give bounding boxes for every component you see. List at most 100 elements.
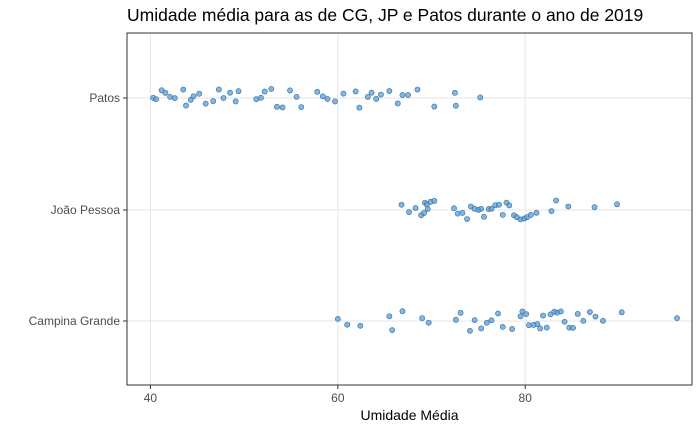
data-point <box>324 96 331 102</box>
data-point <box>574 311 581 317</box>
data-point <box>190 93 197 100</box>
data-point <box>478 325 485 332</box>
data-point <box>153 96 159 103</box>
data-point <box>235 88 242 95</box>
data-point <box>591 204 598 211</box>
data-point <box>334 315 341 322</box>
data-point <box>431 103 438 110</box>
data-point <box>478 205 485 212</box>
data-point <box>481 213 487 220</box>
data-point <box>162 89 169 96</box>
data-point <box>232 98 239 105</box>
x-tick-label: 40 <box>144 391 158 405</box>
data-point <box>561 318 568 325</box>
data-point <box>167 93 174 100</box>
data-point <box>258 94 264 101</box>
data-point <box>389 327 396 334</box>
x-axis: 40 60 80 <box>144 385 532 405</box>
data-point <box>378 91 384 98</box>
data-point <box>210 98 217 105</box>
data-point <box>509 326 515 332</box>
x-axis-title: Umidade Média <box>360 407 458 423</box>
data-point <box>534 321 541 328</box>
data-point <box>517 313 524 320</box>
data-point <box>279 104 286 111</box>
data-point <box>386 313 393 320</box>
data-point <box>496 201 502 208</box>
data-point <box>499 323 506 330</box>
data-point <box>406 209 412 215</box>
data-point <box>261 88 268 95</box>
data-point <box>527 212 534 218</box>
data-point <box>344 321 351 328</box>
data-point <box>412 205 419 211</box>
data-point <box>332 98 338 105</box>
data-point <box>287 87 293 94</box>
data-point <box>600 317 606 324</box>
data-point <box>580 317 587 324</box>
data-point <box>523 311 530 317</box>
data-point <box>592 313 599 320</box>
data-point <box>171 95 178 102</box>
data-point <box>452 89 458 96</box>
data-point <box>215 86 222 93</box>
data-point <box>557 308 564 315</box>
data-point <box>196 90 203 97</box>
data-point <box>471 317 478 324</box>
data-point <box>183 102 189 109</box>
data-point <box>352 88 359 95</box>
data-point <box>614 201 620 208</box>
data-point <box>399 308 406 315</box>
data-point <box>414 86 421 93</box>
data-point <box>495 310 501 317</box>
data-point <box>220 95 227 101</box>
data-point <box>421 210 427 216</box>
data-point <box>464 216 471 223</box>
data-point <box>548 208 555 214</box>
data-point <box>368 89 375 96</box>
data-point <box>356 104 363 111</box>
data-point <box>540 312 546 319</box>
y-tick-label: Patos <box>89 91 120 105</box>
data-point <box>506 202 513 209</box>
data-point <box>340 90 347 97</box>
data-point <box>394 100 401 107</box>
data-point <box>298 104 305 111</box>
data-point <box>386 88 393 94</box>
data-point <box>398 201 405 208</box>
data-point <box>180 86 187 93</box>
data-point <box>405 92 411 98</box>
data-point <box>543 324 550 331</box>
data-point <box>274 103 280 110</box>
data-point <box>488 205 495 212</box>
data-point <box>499 211 506 218</box>
x-tick-label: 80 <box>519 391 533 405</box>
data-point <box>399 92 406 98</box>
data-point <box>227 89 233 96</box>
chart-title: Umidade média para as de CG, JP e Patos … <box>127 5 644 25</box>
data-point <box>533 209 540 216</box>
data-point <box>459 210 466 216</box>
data-point <box>293 93 300 100</box>
data-point <box>565 203 572 210</box>
data-point <box>419 315 426 322</box>
data-points <box>150 86 680 334</box>
data-point <box>674 315 680 322</box>
data-point <box>618 309 625 316</box>
data-point <box>314 88 321 95</box>
plot-border <box>126 32 693 386</box>
data-point <box>319 93 326 100</box>
data-point <box>570 324 576 331</box>
data-point <box>373 96 380 102</box>
data-point <box>424 206 431 212</box>
data-point <box>483 319 490 326</box>
data-point <box>537 325 544 332</box>
data-point <box>488 317 495 324</box>
y-axis: Campina Grande João Pessoa Patos <box>29 91 127 328</box>
data-point <box>452 102 459 109</box>
data-point <box>202 100 209 107</box>
data-point <box>364 94 371 100</box>
data-point <box>467 327 473 334</box>
data-point <box>553 197 560 204</box>
x-tick-label: 60 <box>331 391 345 405</box>
